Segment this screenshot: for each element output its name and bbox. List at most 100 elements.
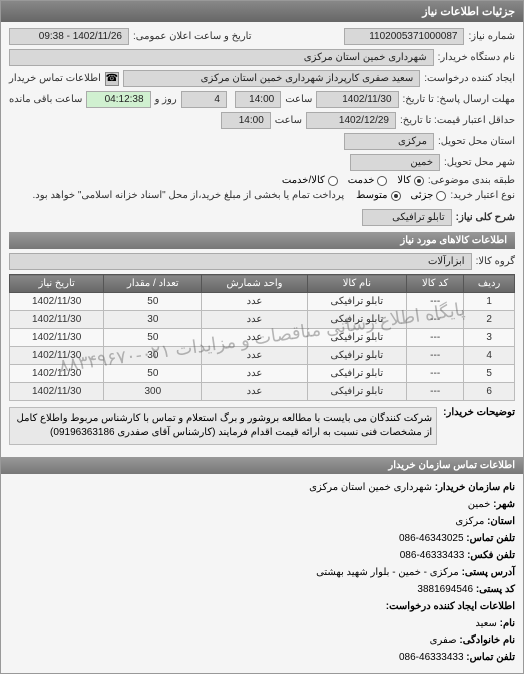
contact-section-title: اطلاعات تماس سازمان خریدار	[1, 457, 523, 474]
postal-value: 3881694546	[417, 584, 473, 595]
radio-goods[interactable]: کالا	[397, 175, 424, 186]
panel-title: جزئیات اطلاعات نیاز	[1, 1, 523, 22]
table-cell: 1	[464, 293, 515, 311]
price-hour-field: 14:00	[221, 112, 271, 129]
phone-label: تلفن تماس:	[466, 533, 515, 544]
delivery-city-field: خمین	[350, 154, 440, 171]
table-cell: 1402/11/30	[10, 311, 104, 329]
creator-label: ایجاد کننده درخواست:	[424, 73, 515, 84]
table-cell: 300	[104, 383, 202, 401]
radio-dot-icon	[391, 191, 401, 201]
table-cell: تابلو ترافیکی	[307, 311, 407, 329]
table-cell: ---	[407, 365, 464, 383]
radio-partial[interactable]: جزئی	[411, 190, 447, 201]
address-label: آدرس پستی:	[462, 567, 515, 578]
table-cell: 1402/11/30	[10, 383, 104, 401]
creator-info-title: اطلاعات ایجاد کننده درخواست:	[386, 601, 515, 612]
table-cell: 50	[104, 329, 202, 347]
items-section-title: اطلاعات کالاهای مورد نیاز	[9, 232, 515, 249]
table-header: کد کالا	[407, 275, 464, 293]
panel-body: شماره نیاز: 1102005371000087 تاریخ و ساع…	[1, 22, 523, 451]
name-label: نام:	[500, 618, 515, 629]
province-value: مرکزی	[455, 516, 484, 527]
table-cell: 50	[104, 293, 202, 311]
table-cell: ---	[407, 329, 464, 347]
subject-radio-group: کالا خدمت کالا/خدمت	[282, 175, 424, 186]
table-cell: تابلو ترافیکی	[307, 293, 407, 311]
table-row: 4---تابلو ترافیکیعدد301402/11/30	[10, 347, 515, 365]
radio-medium[interactable]: متوسط	[356, 190, 400, 201]
table-cell: ---	[407, 311, 464, 329]
hour-label-1: ساعت	[285, 94, 312, 105]
days-left-field: 4	[181, 91, 227, 108]
table-cell: تابلو ترافیکی	[307, 365, 407, 383]
table-cell: عدد	[202, 383, 307, 401]
subject-class-label: طبقه بندی موضوعی:	[428, 175, 515, 186]
table-header: ردیف	[464, 275, 515, 293]
contact-info-button[interactable]: ☎	[105, 72, 119, 86]
buyer-org-field: شهرداری خمین استان مرکزی	[9, 49, 434, 66]
creator-phone-value: 46333433-086	[399, 652, 464, 663]
table-cell: عدد	[202, 347, 307, 365]
table-header: تاریخ نیاز	[10, 275, 104, 293]
creator-phone-label: تلفن تماس:	[466, 652, 515, 663]
detail-panel: جزئیات اطلاعات نیاز شماره نیاز: 11020053…	[0, 0, 524, 674]
credit-radio-group: جزئی متوسط	[356, 190, 446, 201]
table-cell: 1402/11/30	[10, 347, 104, 365]
table-cell: 3	[464, 329, 515, 347]
table-cell: تابلو ترافیکی	[307, 347, 407, 365]
postal-label: کد پستی:	[476, 584, 515, 595]
table-cell: 30	[104, 311, 202, 329]
fax-label: تلفن فکس:	[467, 550, 515, 561]
radio-service[interactable]: خدمت	[348, 175, 388, 186]
province-label: استان:	[487, 516, 515, 527]
table-cell: تابلو ترافیکی	[307, 383, 407, 401]
req-no-label: شماره نیاز:	[468, 31, 515, 42]
buyer-contact-label: اطلاعات تماس خریدار	[9, 73, 101, 84]
table-cell: ---	[407, 293, 464, 311]
table-cell: 5	[464, 365, 515, 383]
table-row: 5---تابلو ترافیکیعدد501402/11/30	[10, 365, 515, 383]
hour-label-2: ساعت	[275, 115, 302, 126]
address-value: مرکزی - خمین - بلوار شهید بهشتی	[316, 567, 459, 578]
announce-date-field: 1402/11/26 - 09:38	[9, 28, 129, 45]
announce-date-label: تاریخ و ساعت اعلان عمومی:	[133, 31, 252, 42]
delivery-province-field: مرکزی	[344, 133, 434, 150]
table-row: 2---تابلو ترافیکیعدد301402/11/30	[10, 311, 515, 329]
need-desc-label: شرح کلی نیاز:	[456, 212, 515, 223]
radio-dot-icon	[414, 176, 424, 186]
contact-section: نام سازمان خریدار: شهرداری خمین استان مر…	[1, 474, 523, 673]
radio-dot-icon	[436, 191, 446, 201]
org-name-value: شهرداری خمین استان مرکزی	[309, 482, 432, 493]
family-label: نام خانوادگی:	[459, 635, 515, 646]
items-table: ردیفکد کالانام کالاواحد شمارشتعداد / مقد…	[9, 274, 515, 401]
price-validity-label: حداقل اعتبار قیمت: تا تاریخ:	[400, 115, 515, 126]
org-name-label: نام سازمان خریدار:	[435, 482, 515, 493]
group-field: ابزارآلات	[9, 253, 472, 270]
group-label: گروه کالا:	[476, 256, 515, 267]
delivery-province-label: استان محل تحویل:	[438, 136, 515, 147]
table-cell: 50	[104, 365, 202, 383]
table-cell: عدد	[202, 365, 307, 383]
table-row: 1---تابلو ترافیکیعدد501402/11/30	[10, 293, 515, 311]
need-desc-field: تابلو ترافیکی	[362, 209, 452, 226]
credit-type-label: نوع اعتبار خرید:	[450, 190, 515, 201]
name-value: سعید	[475, 618, 496, 629]
delivery-city-label: شهر محل تحویل:	[444, 157, 515, 168]
table-cell: 1402/11/30	[10, 365, 104, 383]
phone-value: 46343025-086	[399, 533, 464, 544]
buyer-note-label: توضیحات خریدار:	[443, 407, 515, 445]
table-cell: عدد	[202, 311, 307, 329]
radio-both[interactable]: کالا/خدمت	[282, 175, 338, 186]
response-hour-field: 14:00	[235, 91, 281, 108]
response-date-field: 1402/11/30	[316, 91, 398, 108]
table-header: نام کالا	[307, 275, 407, 293]
table-cell: 4	[464, 347, 515, 365]
fax-value: 46333433-086	[400, 550, 465, 561]
creator-field: سعید صفری کارپرداز شهرداری خمین استان مر…	[123, 70, 420, 87]
radio-dot-icon	[377, 176, 387, 186]
table-cell: 1402/11/30	[10, 293, 104, 311]
table-cell: 30	[104, 347, 202, 365]
table-cell: 2	[464, 311, 515, 329]
table-cell: ---	[407, 383, 464, 401]
